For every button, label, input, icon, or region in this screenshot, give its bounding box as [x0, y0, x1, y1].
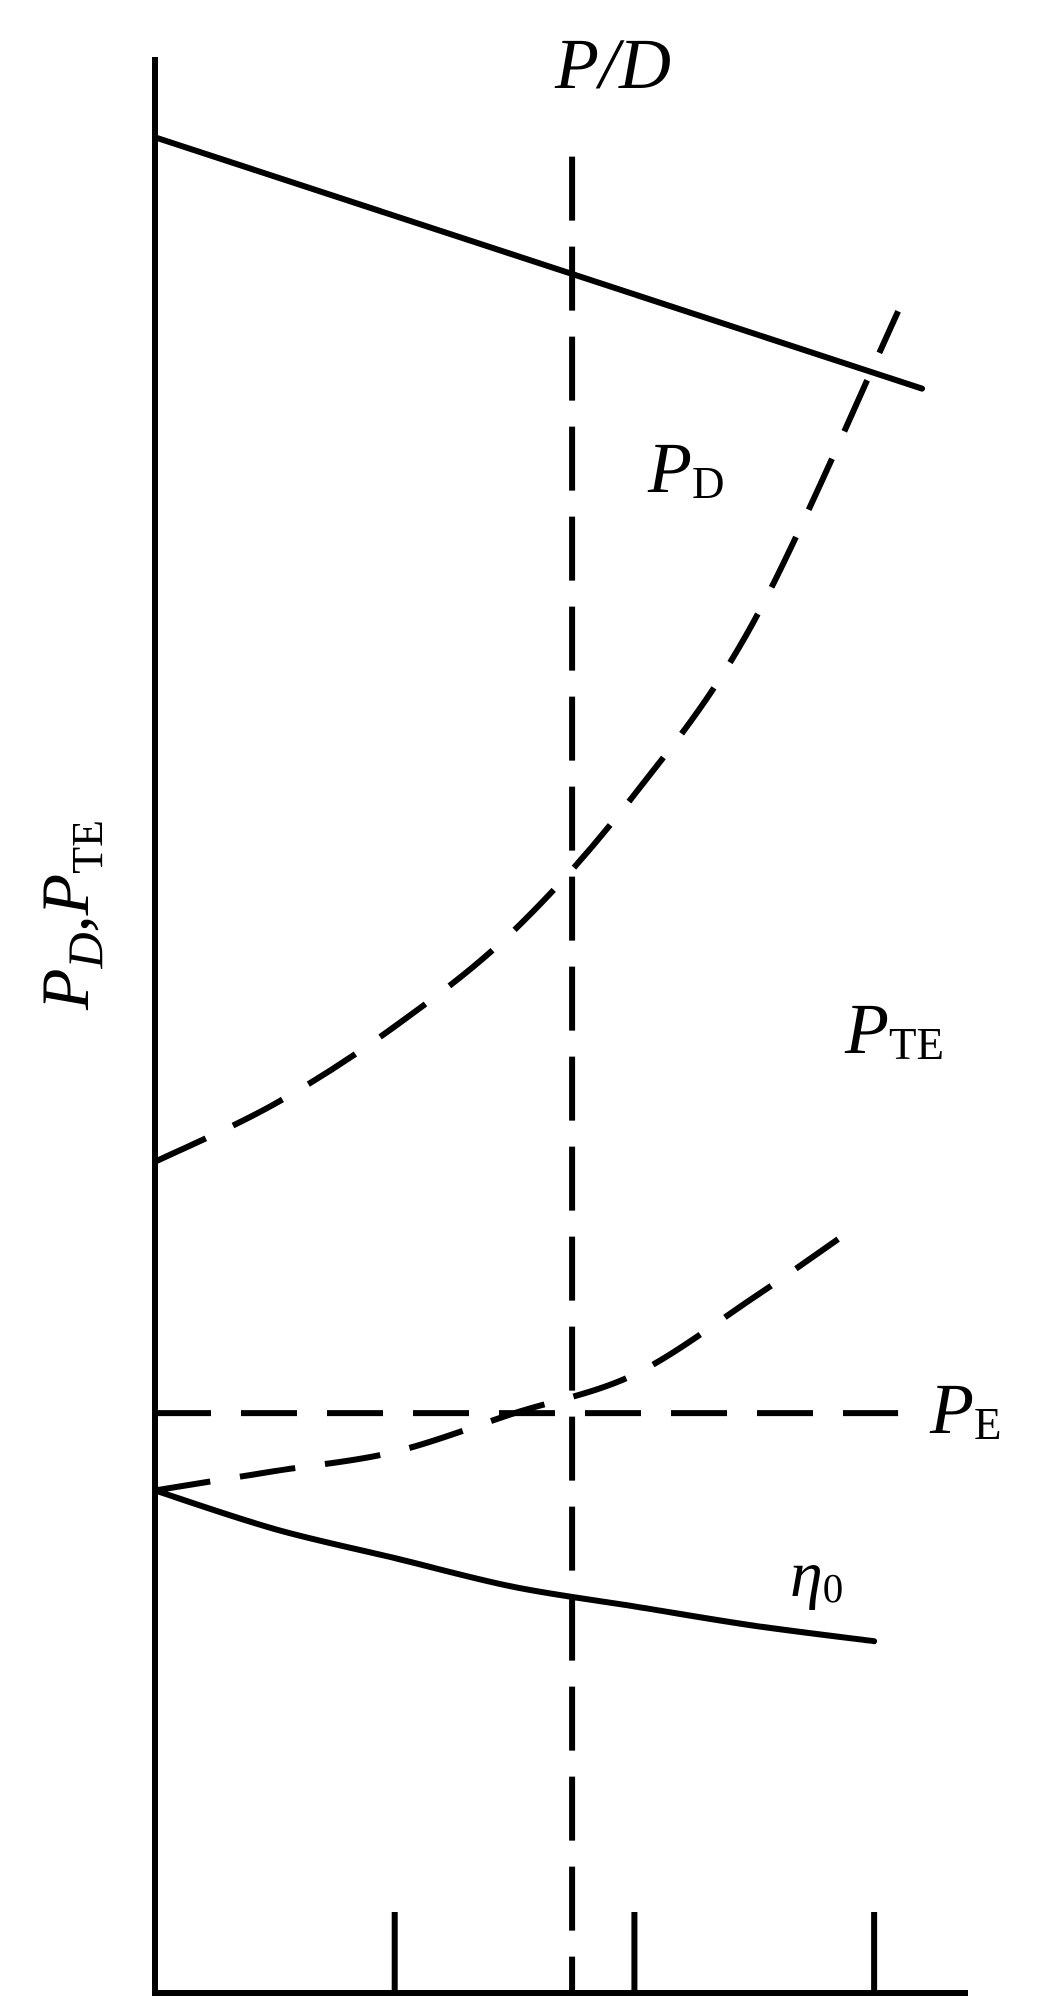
- series-label-sub-p-e: E: [974, 1399, 1002, 1449]
- y-axis-label-sub1: D: [57, 932, 113, 969]
- series-label-main-p-d: P: [647, 428, 692, 508]
- series-label-p-d: PD: [647, 428, 724, 508]
- x-tick-layer: n1n2n3n4: [391, 1912, 878, 1996]
- series-line-p-d: [152, 134, 926, 392]
- series-label-sub-p-d: D: [692, 458, 725, 508]
- series-label-main-p-e: P: [929, 1369, 974, 1449]
- series-line-p-d: [153, 310, 901, 1165]
- y-axis-label-sub2: TE: [63, 820, 112, 874]
- series-label-sub-η0: 0: [823, 1565, 844, 1611]
- series-layer: [152, 134, 926, 1645]
- series-label-p-e: PE: [929, 1369, 1001, 1449]
- series-line-η0: [152, 1487, 878, 1645]
- y-axis-label-sep: ,P: [27, 874, 103, 933]
- series-label-main-η0: η: [790, 1538, 823, 1611]
- series-label-p-d: P/D: [554, 24, 671, 104]
- series-line-p-te: [154, 1236, 840, 1494]
- y-axis-label-main: P: [27, 968, 103, 1011]
- series-label-sub-p-te: TE: [889, 1019, 944, 1069]
- series-label-main-p-te: P: [844, 989, 889, 1069]
- series-label-p-te: PTE: [844, 989, 944, 1069]
- series-label-η0: η0: [790, 1538, 843, 1611]
- y-axis-label: PD,PTE: [27, 820, 113, 1011]
